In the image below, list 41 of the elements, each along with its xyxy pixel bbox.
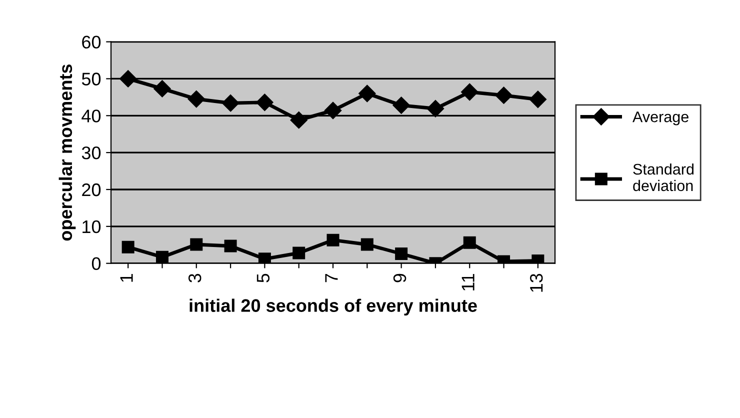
y-tick-label: 10	[82, 220, 101, 234]
point	[222, 94, 240, 112]
x-tick-label: 3	[188, 274, 202, 282]
point	[395, 247, 408, 260]
y-tick-label: 60	[82, 36, 101, 49]
x-tick-label: 9	[393, 274, 406, 282]
point	[154, 80, 171, 98]
legend-label: Standard deviation	[633, 163, 694, 192]
legend-label: Average	[632, 112, 688, 126]
point	[495, 86, 512, 104]
y-tick-label: 20	[82, 183, 101, 196]
point	[392, 96, 410, 114]
point	[426, 100, 444, 118]
y-tick-label: 40	[82, 110, 101, 122]
point	[190, 238, 203, 251]
point	[156, 250, 168, 264]
x-tick-label: 7	[325, 274, 338, 282]
point	[258, 252, 271, 264]
point	[463, 236, 476, 249]
y-tick-label: 30	[82, 146, 101, 160]
point	[358, 84, 376, 102]
x-tick-label: 5	[256, 274, 270, 282]
y-axis-title: opercular movments	[58, 64, 76, 241]
point	[461, 83, 478, 101]
point	[256, 94, 274, 111]
point	[326, 234, 340, 246]
point	[188, 90, 205, 108]
x-axis-title: initial 20 seconds of every minute	[190, 298, 477, 316]
point	[324, 102, 342, 120]
y-tick-label: 0	[92, 257, 101, 270]
x-tick-label: 13	[530, 274, 543, 292]
point	[224, 240, 237, 252]
point	[290, 112, 308, 129]
y-tick-label: 50	[82, 72, 101, 86]
point	[529, 90, 546, 108]
point	[120, 70, 137, 88]
x-tick-label: 11	[462, 274, 474, 290]
point	[292, 246, 306, 260]
point	[122, 240, 134, 254]
point	[360, 238, 374, 251]
x-tick-label: 1	[120, 274, 133, 282]
